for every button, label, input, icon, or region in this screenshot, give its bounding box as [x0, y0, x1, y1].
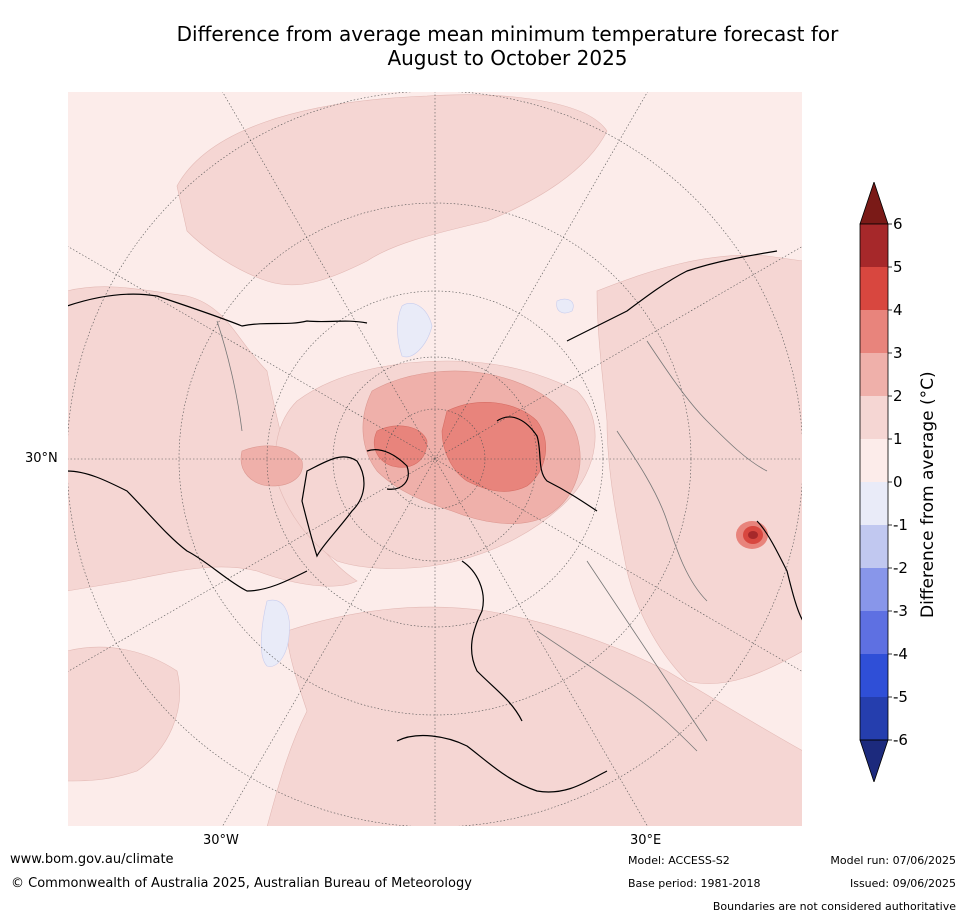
- anomaly-field-3-4: [373, 402, 546, 492]
- legend-swatch: [860, 654, 888, 697]
- footer-url: www.bom.gov.au/climate: [10, 852, 174, 867]
- legend-tick-label: -4: [893, 645, 908, 663]
- footer-boundaries-note: Boundaries are not considered authoritat…: [712, 900, 956, 913]
- footer-issued: Issued: 09/06/2025: [849, 877, 956, 890]
- footer-base-period: Base period: 1981-2018: [628, 877, 761, 890]
- legend-swatch: [860, 310, 888, 353]
- legend-tick-label: 2: [893, 387, 903, 405]
- legend-tick-label: -1: [893, 516, 908, 534]
- legend-tick-label: -3: [893, 602, 908, 620]
- boundaries: [216, 320, 768, 752]
- lat-label-30n: 30°N: [25, 451, 58, 466]
- legend-tick-label: -5: [893, 688, 908, 706]
- legend-swatch: [860, 697, 888, 740]
- legend-tick-label: 4: [893, 301, 903, 319]
- footer-model-run: Model run: 07/06/2025: [830, 854, 956, 867]
- anomaly-field-minus1-0: [260, 298, 574, 667]
- legend-tick-label: 3: [893, 344, 903, 362]
- coastlines: [67, 250, 803, 793]
- legend-tick-label: -2: [893, 559, 908, 577]
- legend-colorbar: [859, 182, 892, 782]
- chart-title: Difference from average mean minimum tem…: [60, 22, 955, 70]
- legend-tick-label: 0: [893, 473, 903, 491]
- lon-label-30e: 30°E: [630, 833, 662, 848]
- legend-swatch: [860, 482, 888, 525]
- legend-extend-max: [859, 182, 889, 225]
- lon-label-30w: 30°W: [203, 833, 239, 848]
- title-line-2: August to October 2025: [387, 46, 628, 70]
- legend-swatch: [860, 525, 888, 568]
- legend-title-text: Difference from average (°C): [918, 371, 938, 618]
- legend-tick-label: -6: [893, 731, 908, 749]
- legend-tick-label: 1: [893, 430, 903, 448]
- legend-tick-label: 6: [893, 215, 903, 233]
- legend-swatch: [860, 224, 888, 267]
- title-line-1: Difference from average mean minimum tem…: [176, 22, 839, 46]
- legend-swatch: [860, 568, 888, 611]
- legend-swatch: [860, 267, 888, 310]
- legend-swatch: [860, 439, 888, 482]
- legend-swatch: [860, 611, 888, 654]
- legend-tick-label: 5: [893, 258, 903, 276]
- footer-copyright: © Commonwealth of Australia 2025, Austra…: [11, 876, 472, 891]
- legend-swatch: [860, 396, 888, 439]
- forecast-map: [67, 91, 803, 827]
- legend-swatch: [860, 353, 888, 396]
- legend-extend-min: [859, 739, 889, 782]
- footer-model: Model: ACCESS-S2: [628, 854, 730, 867]
- anomaly-hotspot: [736, 521, 768, 549]
